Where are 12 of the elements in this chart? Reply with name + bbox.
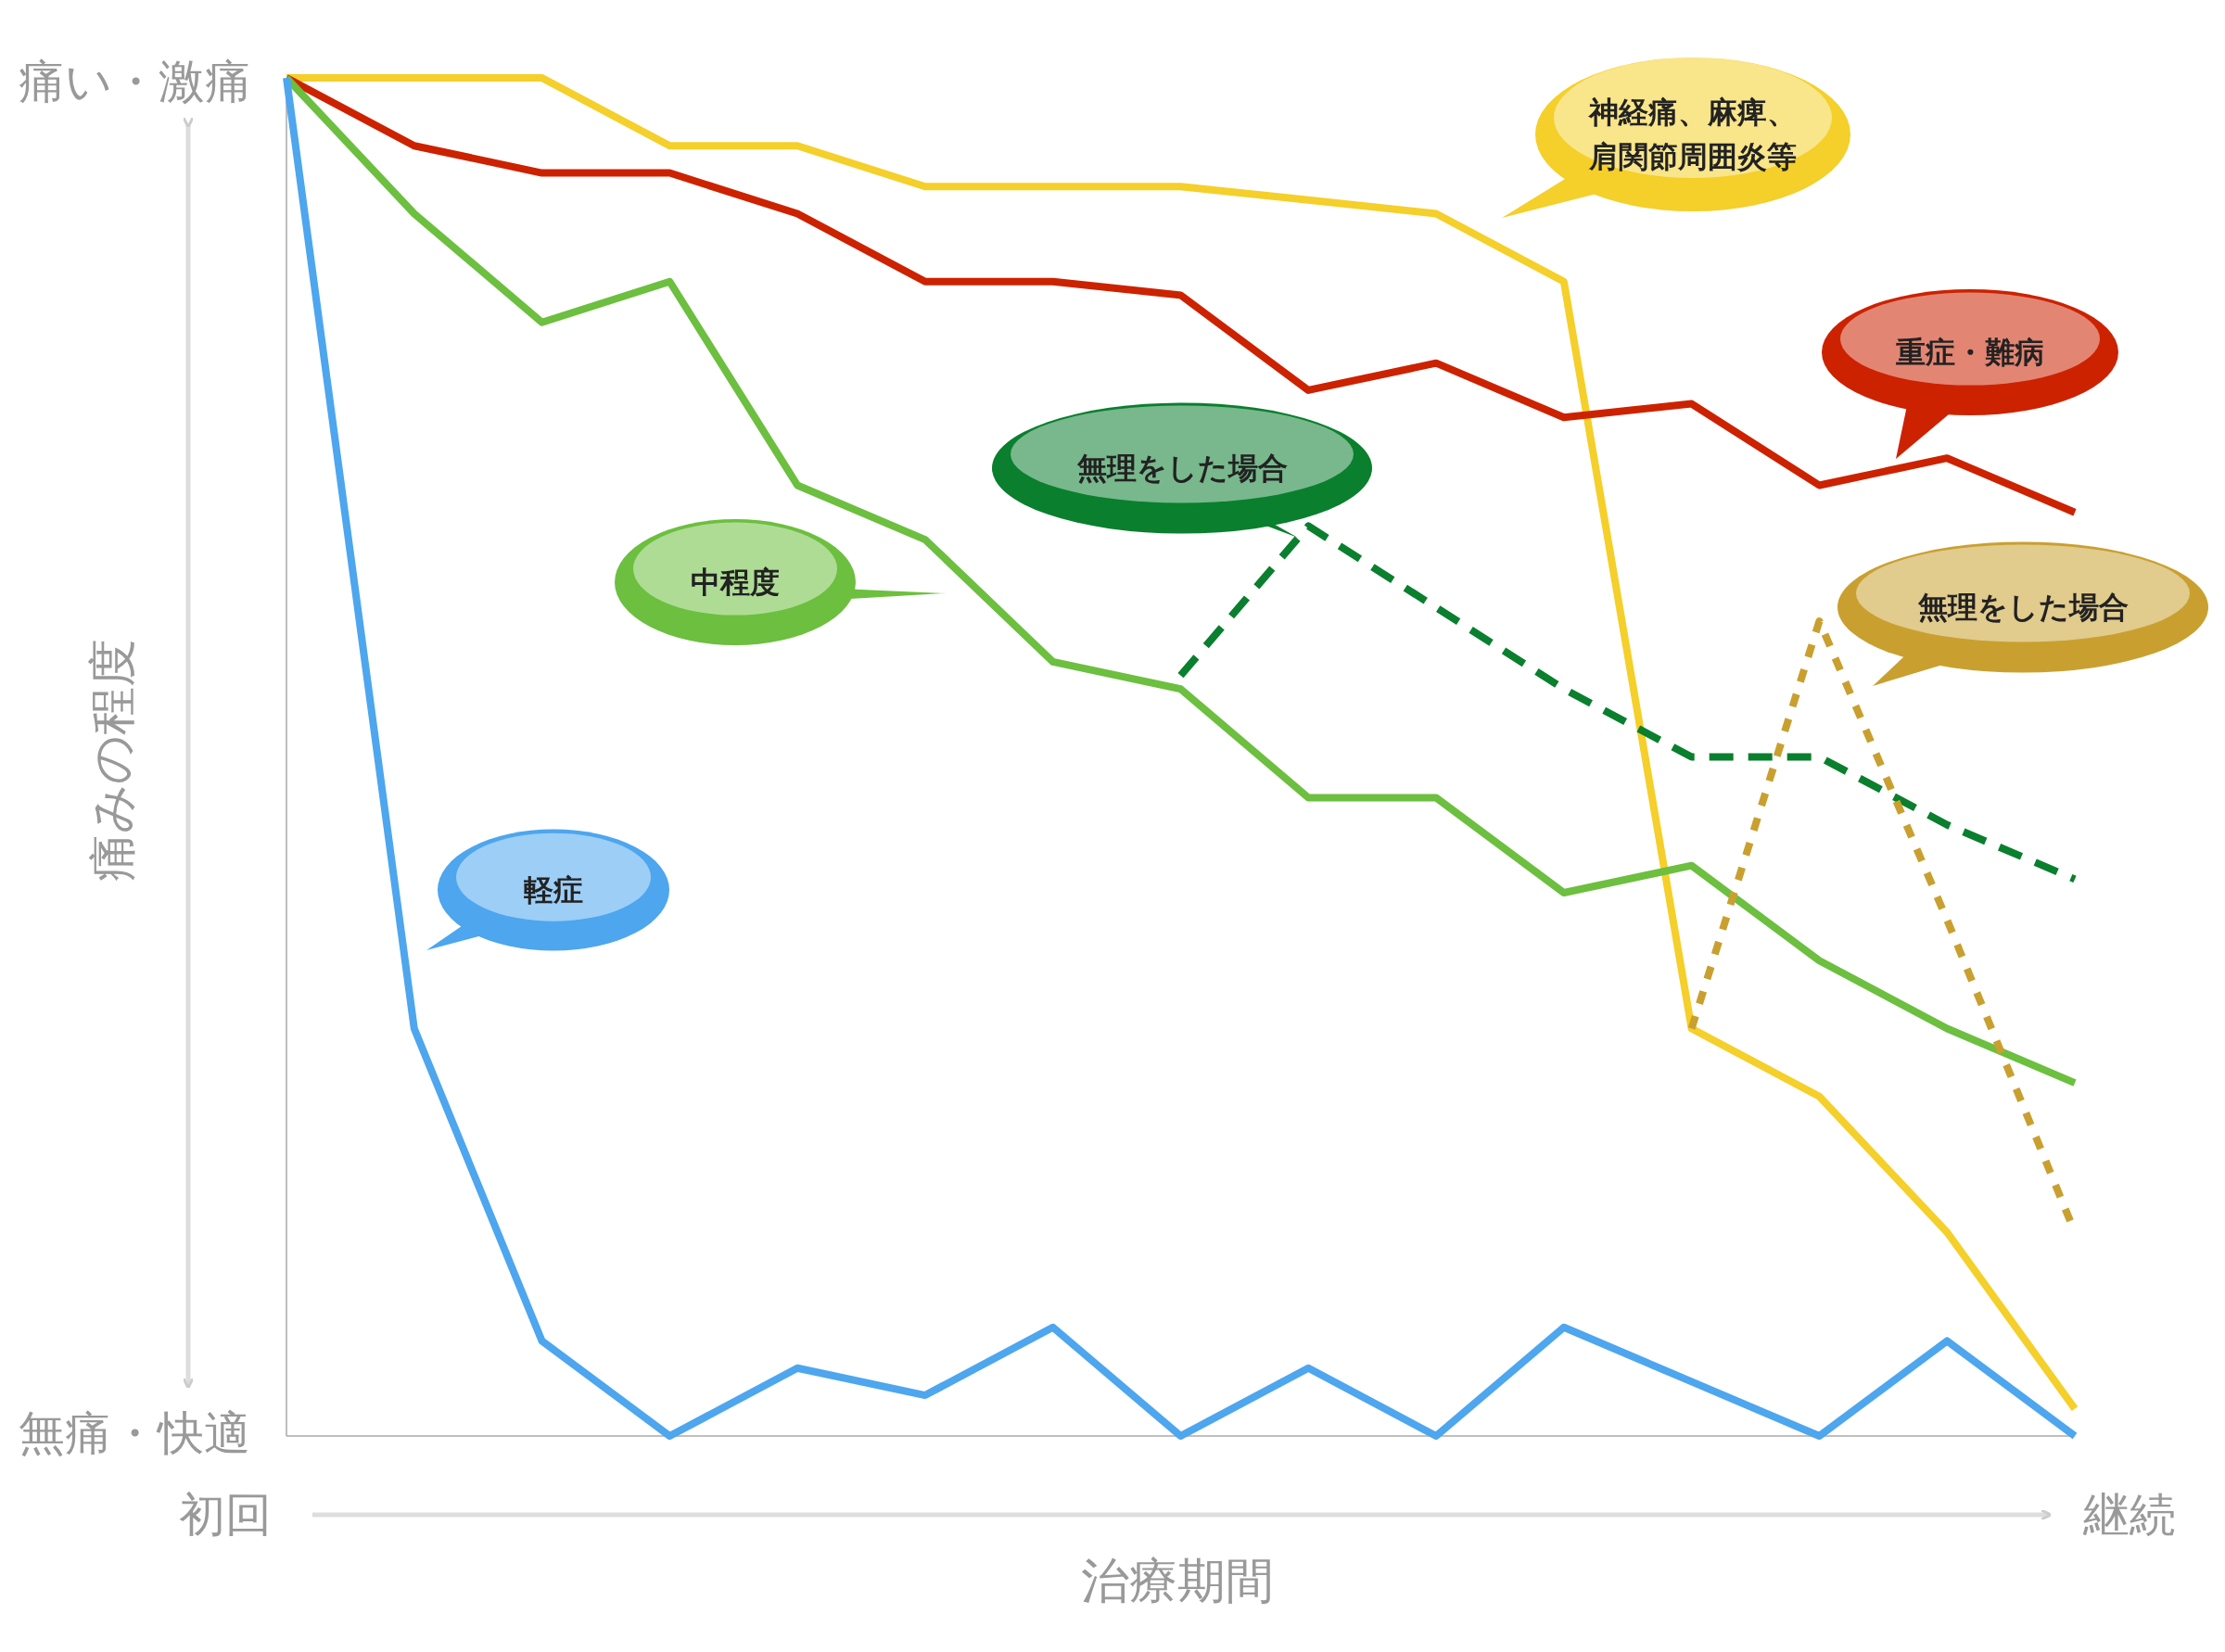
text: 軽症 — [523, 871, 584, 909]
text: 無痛・快適 — [19, 1404, 250, 1462]
text: 中程度 — [690, 564, 781, 602]
text: 神経痛、麻痺、肩関節周囲炎等 — [1587, 94, 1798, 176]
x-axis-title: 治療期間 — [1081, 1552, 1274, 1610]
text: 初回 — [179, 1486, 272, 1544]
series-label: 無理をした場合 — [1075, 450, 1289, 488]
text: 継続 — [2083, 1486, 2176, 1544]
text: 痛い・激痛 — [18, 53, 251, 110]
y-axis-title: 痛みの程度 — [83, 639, 141, 882]
text: 無理をした場合 — [1916, 589, 2130, 627]
text: 重症・難病 — [1895, 334, 2045, 372]
